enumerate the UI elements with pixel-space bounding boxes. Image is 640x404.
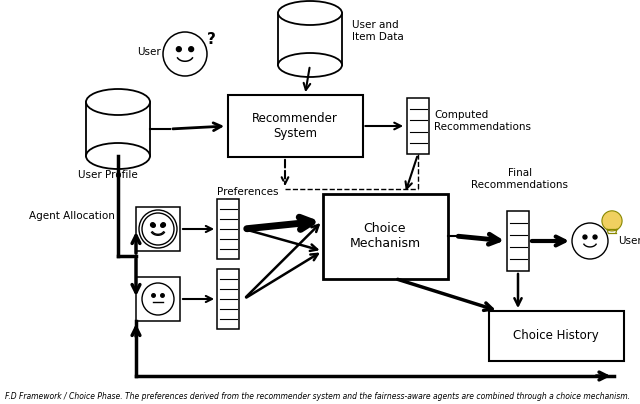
Text: User: User [618,236,640,246]
Text: F.D Framework / Choice Phase. The preferences derived from the recommender syste: F.D Framework / Choice Phase. The prefer… [5,392,630,401]
Text: Choice
Mechanism: Choice Mechanism [349,222,420,250]
Ellipse shape [86,89,150,115]
Circle shape [161,223,165,227]
Circle shape [161,224,164,227]
Circle shape [572,223,608,259]
Bar [217,269,239,329]
Circle shape [593,235,597,239]
Bar [278,13,342,65]
Bar [323,194,447,278]
Circle shape [583,235,587,239]
Circle shape [602,211,622,231]
Circle shape [177,47,181,52]
Circle shape [142,283,174,315]
Bar [217,199,239,259]
Bar [136,207,180,251]
Ellipse shape [278,53,342,77]
Circle shape [139,210,177,248]
Text: Choice History: Choice History [513,330,599,343]
Circle shape [189,47,193,52]
Bar [227,95,362,157]
Text: Preferences: Preferences [217,187,279,197]
Circle shape [142,213,174,245]
Text: User: User [137,47,161,57]
Text: Recommender
System: Recommender System [252,112,338,140]
Text: ?: ? [207,32,216,48]
Text: Computed
Recommendations: Computed Recommendations [434,110,531,132]
Circle shape [163,32,207,76]
Text: Agent Allocation: Agent Allocation [29,211,115,221]
Circle shape [161,294,164,297]
Text: Final
Recommendations: Final Recommendations [472,168,568,190]
Text: User and
Item Data: User and Item Data [352,20,404,42]
Bar [488,311,623,361]
Text: User Profile: User Profile [78,170,138,180]
Bar [86,102,150,156]
Circle shape [152,224,156,227]
Bar [136,277,180,321]
Circle shape [150,223,155,227]
Bar [507,211,529,271]
Bar [407,98,429,154]
Circle shape [152,294,156,297]
Ellipse shape [86,143,150,169]
Ellipse shape [278,1,342,25]
